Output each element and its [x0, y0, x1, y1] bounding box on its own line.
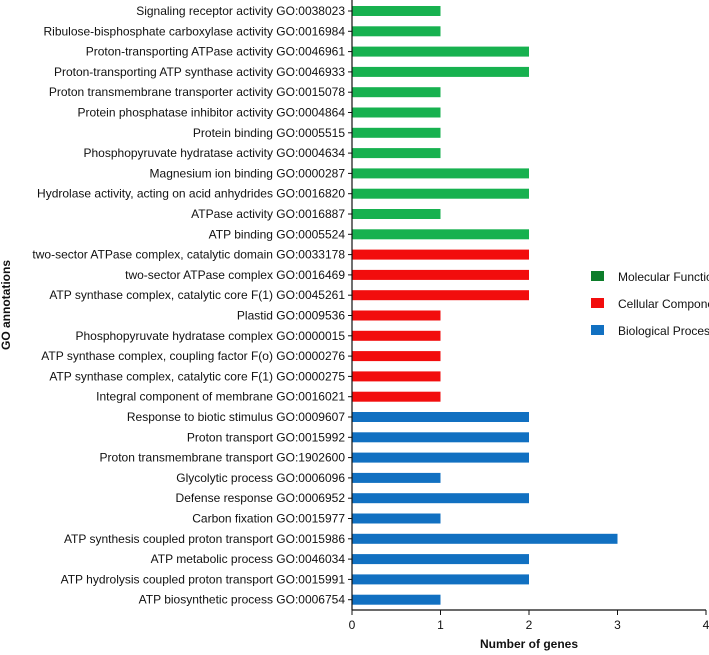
bar — [352, 249, 529, 260]
category-label: Proton transport GO:0015992 — [187, 430, 345, 444]
legend: Molecular Function Cellular Component Biol… — [591, 270, 709, 338]
legend-swatch — [591, 325, 604, 335]
category-label: ATP synthesis coupled proton transport G… — [64, 532, 345, 546]
category-label: Phosphopyruvate hydratase activity GO:00… — [84, 146, 346, 160]
category-label: ATP biosynthetic process GO:0006754 — [139, 593, 346, 607]
x-axis-title: Number of genes — [480, 637, 578, 651]
category-label: two-sector ATPase complex, catalytic dom… — [32, 248, 345, 262]
x-tick-label: 4 — [703, 618, 709, 632]
y-ticks-layer — [348, 10, 352, 601]
bar — [352, 26, 441, 37]
legend-label: Biological Process — [618, 324, 709, 338]
category-label: Phosphopyruvate hydratase complex GO:000… — [75, 329, 345, 343]
x-tick-label: 3 — [614, 618, 621, 632]
bar — [352, 310, 441, 321]
category-label: Proton transmembrane transporter activit… — [49, 85, 345, 99]
bar — [352, 66, 529, 77]
category-label: two-sector ATPase complex GO:0016469 — [125, 268, 345, 282]
bar — [352, 269, 529, 280]
legend-label: Cellular Component — [618, 297, 709, 311]
bar — [352, 412, 529, 422]
category-label: ATP hydrolysis coupled proton transport … — [61, 572, 346, 586]
category-label: Response to biotic stimulus GO:0009607 — [127, 410, 345, 424]
category-label: Defense response GO:0006952 — [176, 491, 346, 505]
legend-label: Molecular Function — [618, 270, 709, 284]
x-ticks-layer: 0 1 2 3 4 — [349, 610, 709, 632]
bar — [352, 574, 529, 585]
bar — [352, 127, 441, 138]
bar — [352, 229, 529, 240]
category-label: ATP metabolic process GO:0046034 — [151, 552, 346, 566]
category-label: Ribulose-bisphosphate carboxylase activi… — [43, 24, 345, 38]
category-label: Signaling receptor activity GO:0038023 — [136, 4, 345, 18]
bar — [352, 290, 529, 301]
legend-swatch — [591, 298, 604, 308]
bar — [352, 87, 441, 98]
x-tick-label: 2 — [526, 618, 533, 632]
bar — [352, 188, 529, 199]
bar — [352, 533, 618, 544]
category-label: ATPase activity GO:0016887 — [191, 207, 345, 221]
x-tick-label: 1 — [437, 618, 444, 632]
category-label: Glycolytic process GO:0006096 — [176, 471, 345, 485]
bar — [352, 351, 441, 362]
category-label: ATP synthase complex, coupling factor F(… — [41, 349, 345, 363]
x-tick-label: 0 — [349, 618, 356, 632]
category-label: Magnesium ion binding GO:0000287 — [150, 166, 346, 180]
bar — [352, 472, 441, 483]
category-label: Integral component of membrane GO:001602… — [96, 390, 345, 404]
category-label: Protein phosphatase inhibitor activity G… — [78, 106, 346, 120]
bars-layer — [352, 6, 618, 605]
category-label: ATP binding GO:0005524 — [209, 227, 346, 241]
bar — [352, 554, 529, 565]
bar — [352, 168, 529, 179]
category-label: Proton-transporting ATPase activity GO:0… — [86, 45, 346, 59]
legend-swatch — [591, 271, 604, 281]
category-label: Carbon fixation GO:0015977 — [192, 512, 345, 526]
bar — [352, 107, 441, 118]
bar — [352, 148, 441, 159]
bar — [352, 46, 529, 57]
bar — [352, 432, 529, 443]
bar — [352, 452, 529, 463]
bar — [352, 371, 441, 382]
bar — [352, 6, 441, 16]
bar — [352, 330, 441, 341]
category-label: Proton transmembrane transport GO:190260… — [100, 451, 346, 465]
category-label: Hydrolase activity, acting on acid anhyd… — [37, 187, 345, 201]
bar — [352, 391, 441, 402]
bar — [352, 209, 441, 219]
category-label: Proton-transporting ATP synthase activit… — [54, 65, 345, 79]
category-labels-layer: Signaling receptor activity GO:0038023 Ri… — [32, 4, 345, 607]
category-label: ATP synthase complex, catalytic core F(1… — [49, 288, 345, 302]
bar — [352, 493, 529, 504]
category-label: Protein binding GO:0005515 — [193, 126, 345, 140]
category-label: Plastid GO:0009536 — [237, 309, 345, 323]
bar — [352, 594, 441, 605]
category-label: ATP synthase complex, catalytic core F(1… — [49, 369, 345, 383]
y-axis-title: GO annotations — [0, 260, 13, 350]
bar — [352, 513, 441, 524]
